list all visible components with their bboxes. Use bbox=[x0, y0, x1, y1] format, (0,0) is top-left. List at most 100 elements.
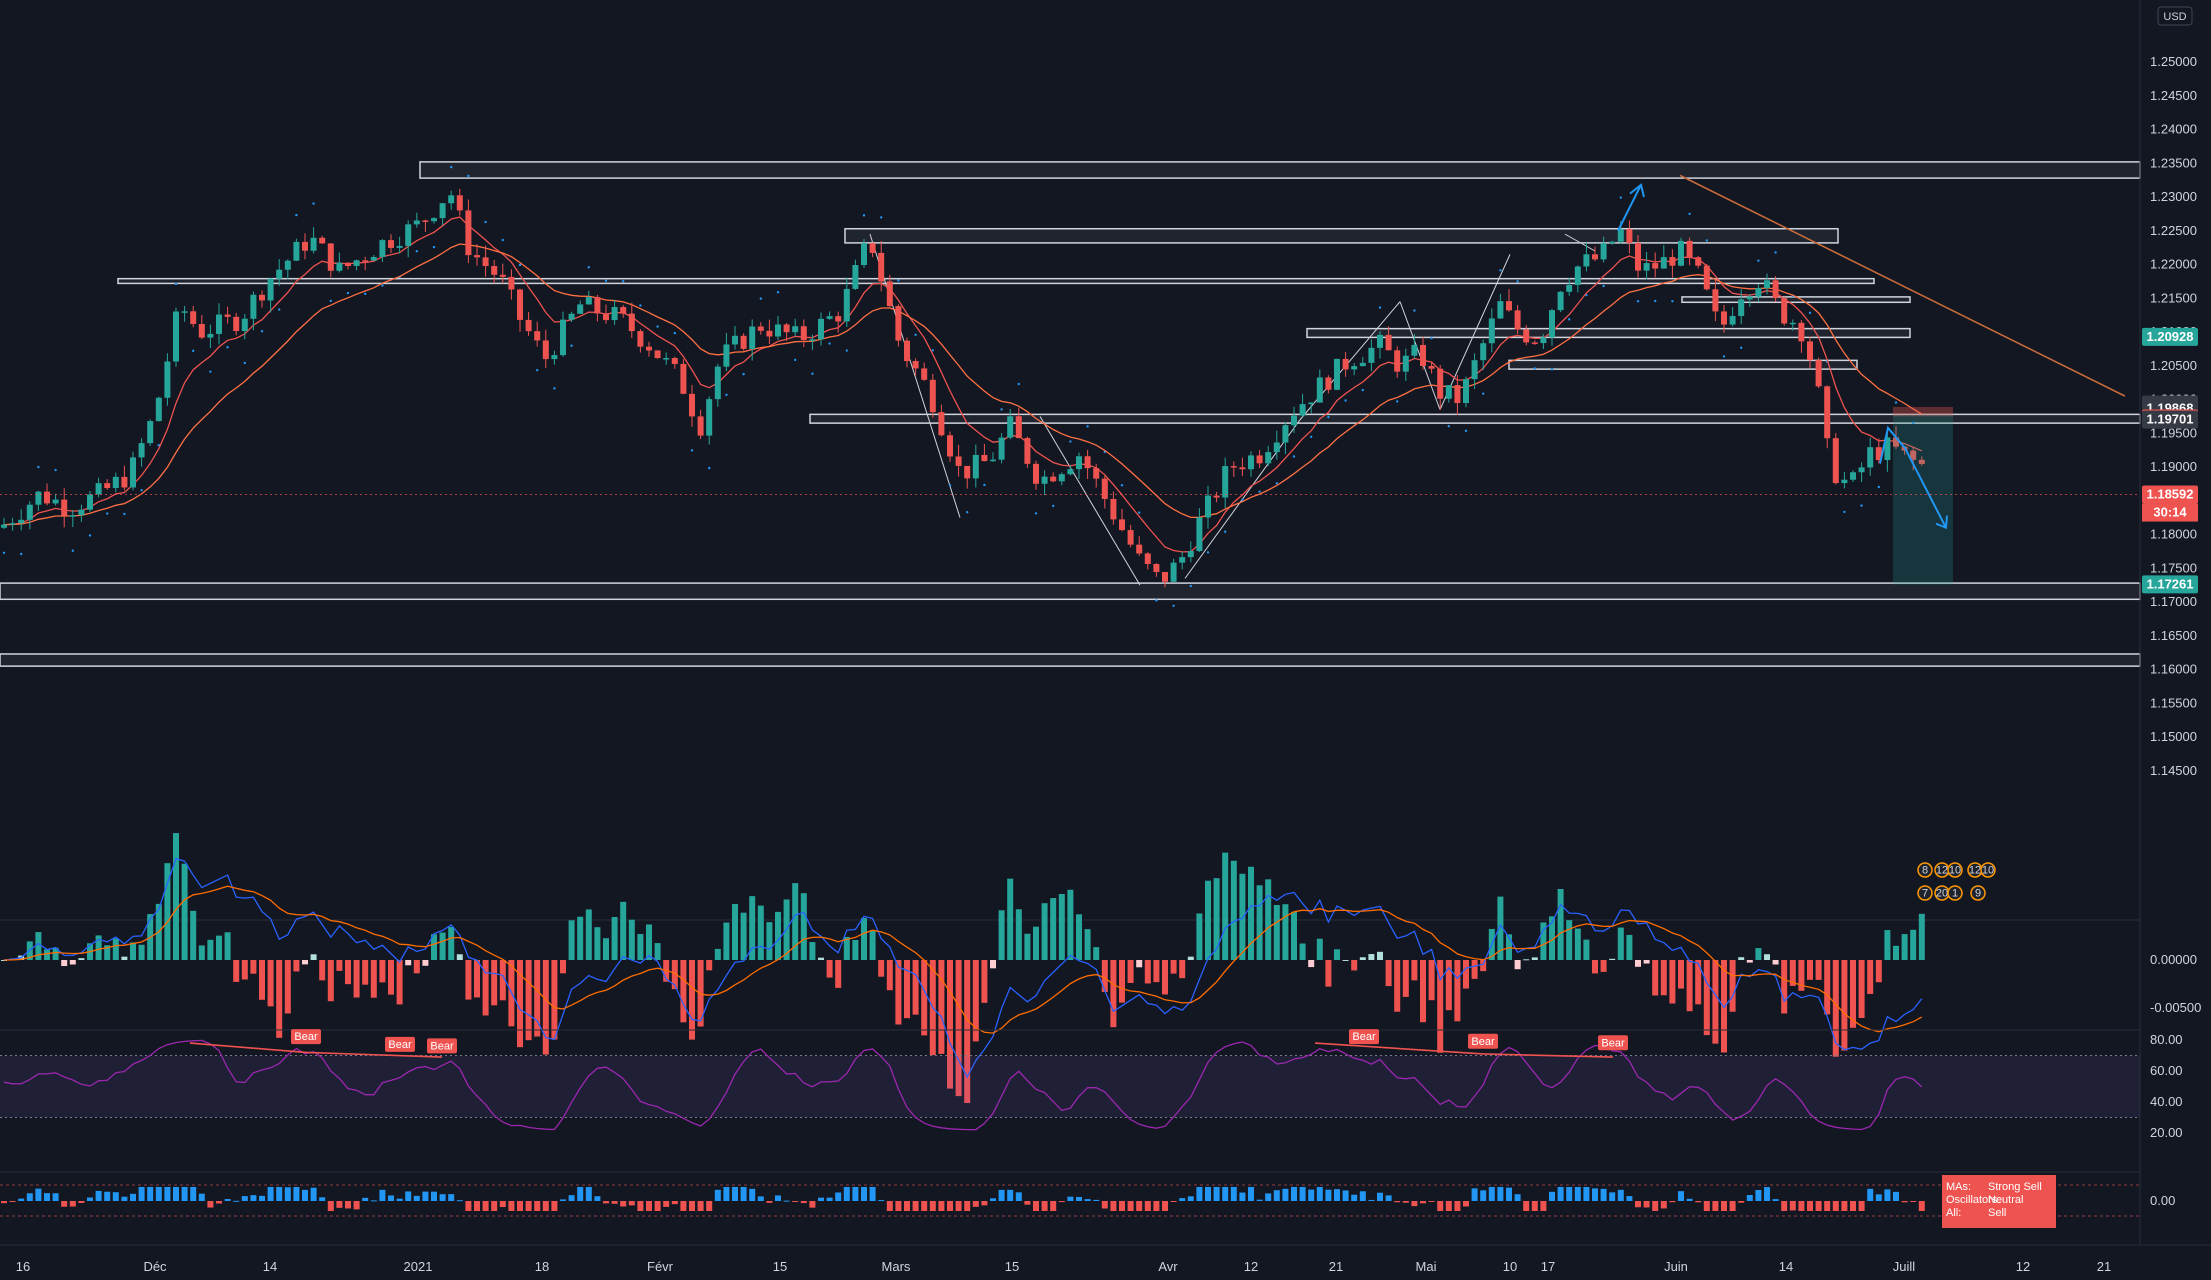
macd-histogram-bar bbox=[1, 960, 7, 961]
rating-bar bbox=[603, 1201, 609, 1204]
bear-label-text: Bear bbox=[1601, 1037, 1625, 1049]
candle-body bbox=[293, 241, 300, 261]
psar-dot bbox=[346, 291, 350, 295]
psar-dot bbox=[1894, 401, 1898, 404]
psar-dot bbox=[106, 512, 109, 515]
rating-bar bbox=[1832, 1201, 1839, 1211]
rating-bar bbox=[164, 1187, 171, 1201]
candle-body bbox=[1454, 385, 1461, 404]
candle-body bbox=[740, 335, 747, 349]
candle-body bbox=[1686, 240, 1693, 258]
bear-label-box bbox=[1598, 1035, 1628, 1051]
macd-histogram-bar bbox=[353, 960, 360, 998]
candle-body bbox=[1660, 257, 1667, 269]
rating-bar bbox=[190, 1187, 197, 1201]
rating-bar bbox=[972, 1201, 979, 1207]
macd-histogram-bar bbox=[1248, 866, 1254, 960]
rating-bar bbox=[1368, 1199, 1375, 1201]
psar-dot bbox=[914, 333, 917, 336]
price-tick-label: 1.23500 bbox=[2150, 155, 2197, 170]
macd-histogram-bar bbox=[164, 863, 171, 960]
candle-body bbox=[1781, 298, 1788, 324]
psar-dot bbox=[1688, 212, 1691, 216]
candle-body bbox=[112, 476, 119, 489]
psar-dot bbox=[209, 370, 212, 373]
rating-bar bbox=[491, 1201, 498, 1211]
macd-pane[interactable]: 0.00000 -0.00500 bbox=[0, 833, 2201, 1104]
rating-bar bbox=[319, 1197, 326, 1201]
rating-bar bbox=[1041, 1201, 1048, 1211]
macd-histogram-bar bbox=[775, 911, 781, 960]
currency-badge[interactable]: USD bbox=[2157, 6, 2193, 26]
bear-label-text: Bear bbox=[1352, 1031, 1376, 1043]
rating-bar bbox=[714, 1189, 721, 1201]
macd-histogram-bar bbox=[1402, 960, 1409, 997]
rating-bar bbox=[336, 1201, 343, 1208]
rating-bar bbox=[422, 1191, 429, 1201]
trendline bbox=[1039, 416, 1141, 586]
candle-body bbox=[1351, 366, 1358, 370]
candle-body bbox=[1669, 257, 1676, 266]
sr-zone bbox=[1306, 327, 1911, 339]
candle-body bbox=[379, 240, 386, 258]
rating-bar bbox=[1342, 1190, 1349, 1201]
macd-histogram-bar bbox=[130, 942, 136, 960]
trendline bbox=[1299, 301, 1401, 421]
trendline bbox=[1439, 254, 1511, 410]
macd-histogram-bar bbox=[766, 922, 773, 960]
psar-dot bbox=[329, 299, 332, 303]
psar-dot bbox=[1671, 299, 1674, 303]
rating-bar bbox=[886, 1201, 893, 1211]
rating-bar bbox=[1480, 1190, 1487, 1201]
macd-histogram-bar bbox=[1592, 960, 1598, 974]
rating-bar bbox=[1136, 1201, 1143, 1211]
candle-body bbox=[800, 326, 807, 341]
price-axis[interactable]: 1.25000 1.24500 1.24000 1.23500 1.23000 1.225… bbox=[2139, 0, 2197, 1245]
time-axis[interactable]: 16 Déc 14 2021 18 Févr 15 Mars 15 Avr 12 21 Mai 10 17 J… bbox=[0, 1244, 2211, 1274]
rsi-pane[interactable]: 80.00 60.00 40.00 20.00 Bear Bear Bear Bear Bear… bbox=[0, 1029, 2183, 1140]
bear-label-box bbox=[1349, 1029, 1379, 1045]
rating-bar bbox=[560, 1199, 566, 1201]
sr-zone bbox=[0, 582, 2141, 601]
rating-bar bbox=[259, 1195, 265, 1201]
psar-dot bbox=[587, 266, 590, 269]
macd-histogram-bar bbox=[431, 934, 437, 960]
candle-body bbox=[886, 281, 893, 307]
macd-histogram-bar bbox=[826, 960, 833, 978]
price-tick-label: 1.21500 bbox=[2150, 290, 2197, 305]
psar-dot bbox=[1430, 337, 1433, 340]
rating-bar bbox=[448, 1194, 455, 1201]
economic-event-badges[interactable]: 8 12 10 12 107 20 1 9 bbox=[1917, 862, 1996, 901]
psar-dot bbox=[1533, 367, 1537, 370]
candle-body bbox=[1712, 289, 1719, 312]
macd-histogram-bar bbox=[207, 939, 214, 960]
event-badge bbox=[1917, 885, 1933, 901]
rating-bar bbox=[1316, 1187, 1323, 1201]
candle-body bbox=[1205, 495, 1211, 518]
rating-bar bbox=[947, 1201, 953, 1211]
rating-bar bbox=[628, 1201, 635, 1206]
rating-bar bbox=[637, 1201, 644, 1211]
macd-histogram-bar bbox=[1901, 934, 1908, 960]
psar-dot bbox=[880, 216, 883, 219]
macd-histogram-bar bbox=[1660, 960, 1667, 996]
bear-label-text: Bear bbox=[294, 1031, 318, 1043]
time-tick-label: 17 bbox=[1541, 1259, 1555, 1274]
rating-bar bbox=[474, 1201, 480, 1211]
rating-bar bbox=[1119, 1201, 1125, 1211]
candle-body bbox=[534, 331, 541, 341]
macd-histogram-bar bbox=[1789, 960, 1796, 986]
countdown-box bbox=[2142, 503, 2198, 522]
macd-histogram-bar bbox=[1574, 928, 1581, 960]
candle-body bbox=[18, 519, 25, 524]
rating-bar bbox=[112, 1192, 119, 1201]
rating-tick-label: 0.00 bbox=[2150, 1193, 2175, 1208]
trendline-drawings bbox=[869, 174, 2126, 586]
macd-histogram-bar bbox=[1325, 960, 1332, 987]
candle-body bbox=[310, 237, 317, 251]
rating-bar bbox=[130, 1193, 136, 1201]
candle-body bbox=[267, 278, 274, 301]
psar-dot bbox=[639, 304, 642, 307]
